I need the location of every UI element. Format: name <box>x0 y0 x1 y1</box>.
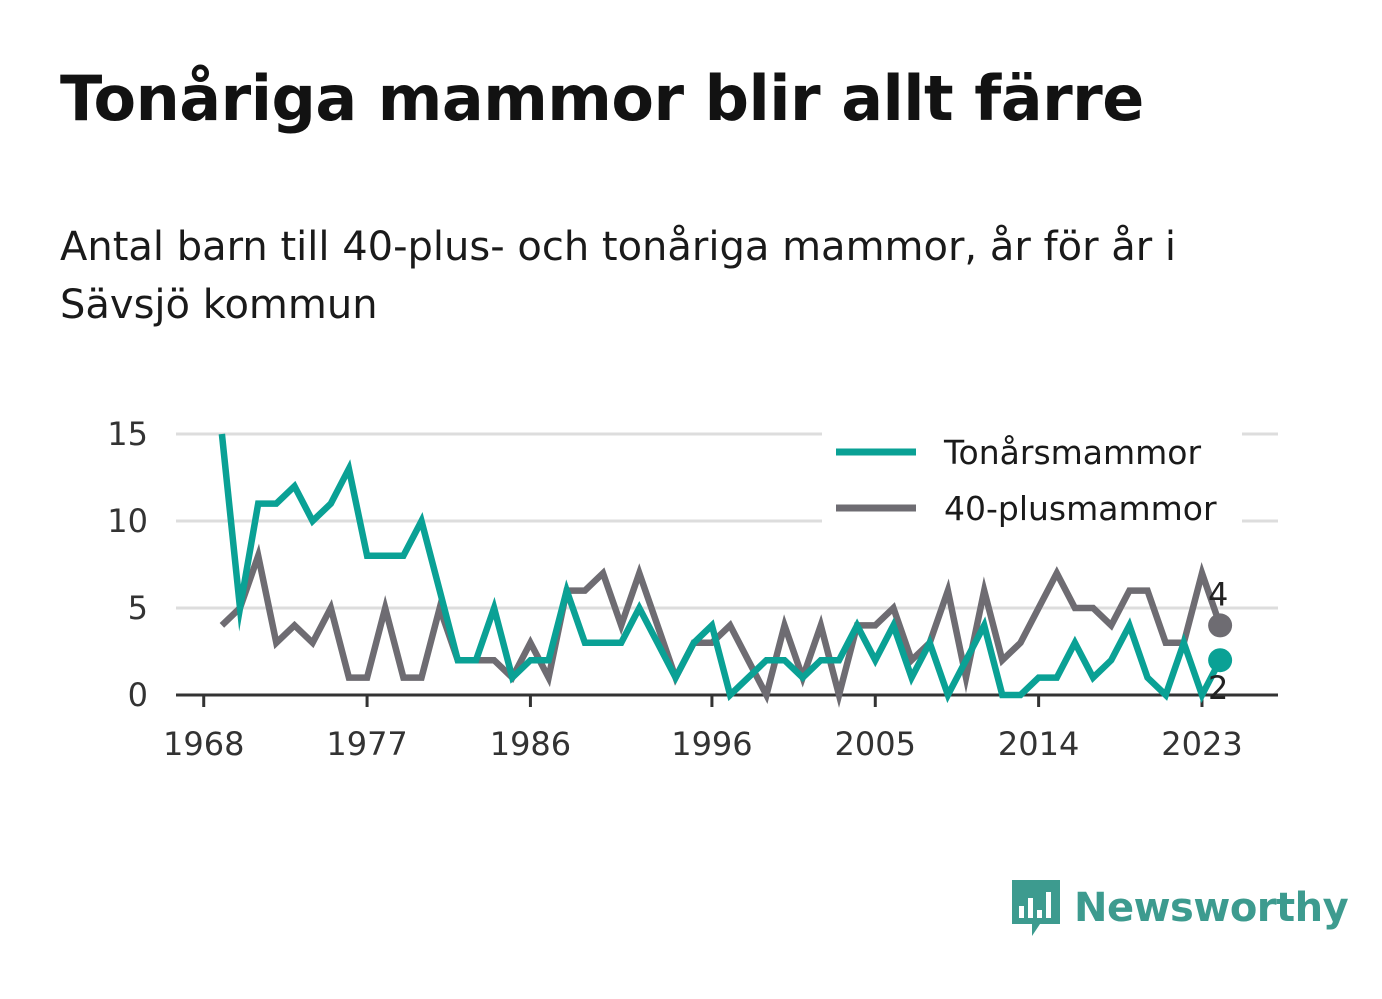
x-tick-label: 1968 <box>163 725 244 763</box>
legend-label-40-plusmammor: 40-plusmammor <box>944 489 1217 528</box>
end-markers: 42 <box>1208 575 1233 707</box>
end-label-tonarsmammor: 2 <box>1208 669 1228 707</box>
chart-title: Tonåriga mammor blir allt färre <box>60 62 1144 135</box>
series-line-40-plusmammor <box>219 543 1224 708</box>
x-tick-label: 2023 <box>1161 725 1242 763</box>
x-tick-label: 1996 <box>671 725 752 763</box>
legend-label-tonarsmammor: Tonårsmammor <box>943 433 1201 472</box>
y-tick-label: 5 <box>128 589 148 627</box>
end-label-40-plusmammor: 4 <box>1208 575 1228 613</box>
legend-background <box>822 425 1242 543</box>
x-tick-label: 1977 <box>326 725 407 763</box>
y-tick-label: 10 <box>107 502 148 540</box>
end-marker-40-plusmammor <box>1208 613 1233 638</box>
series-lines <box>218 433 1224 708</box>
x-tick-label: 1986 <box>490 725 571 763</box>
x-tick-label: 2005 <box>835 725 916 763</box>
legend: Tonårsmammor 40-plusmammor <box>822 425 1242 543</box>
end-marker-tonarsmammor <box>1208 648 1233 673</box>
x-tick-label: 2014 <box>998 725 1079 763</box>
brand-name: Newsworthy <box>1074 885 1349 931</box>
newsworthy-logo-icon <box>1012 880 1060 936</box>
y-tick-label: 15 <box>107 415 148 453</box>
series-line-tonarsmammor <box>218 433 1223 704</box>
newsworthy-logo: Newsworthy <box>1010 878 1349 938</box>
chart-subtitle: Antal barn till 40-plus- och tonåriga ma… <box>60 224 1177 328</box>
x-axis-ticks: 1968 1977 1986 1996 2005 2014 2023 <box>163 695 1243 763</box>
y-axis-ticks: 0 5 10 15 <box>107 415 148 714</box>
y-tick-label: 0 <box>128 676 148 714</box>
